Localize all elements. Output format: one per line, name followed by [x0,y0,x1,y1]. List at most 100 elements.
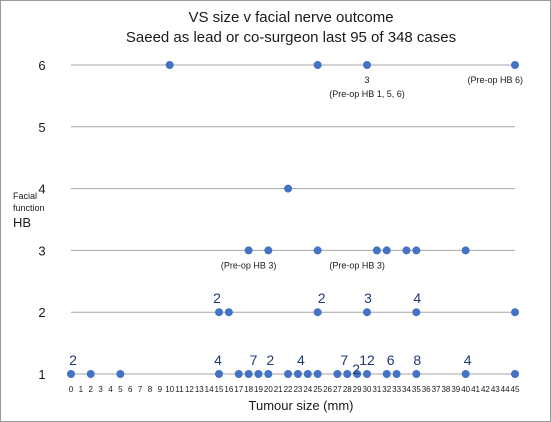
x-tick-label: 10 [165,385,174,394]
x-tick-label: 34 [402,385,411,394]
annotation-label: 8 [413,352,421,368]
x-tick-label: 36 [422,385,431,394]
data-point [363,370,371,378]
x-tick-label: 39 [451,385,460,394]
x-tick-label: 11 [175,385,184,394]
x-tick-label: 24 [303,385,312,394]
annotation-label: 4 [413,290,421,306]
data-point [224,308,233,317]
x-tick-label: 29 [353,385,362,394]
data-point [392,370,401,378]
x-tick-label: 8 [148,385,153,394]
data-point [234,370,243,378]
x-tick-label: 3 [98,385,103,394]
y-axis-label-line-2: function [13,203,45,213]
x-tick-label: 31 [372,385,381,394]
x-tick-label: 28 [343,385,352,394]
y-tick-label: 6 [38,58,45,73]
y-tick-label: 4 [38,182,45,197]
annotation-label: 6 [387,352,395,368]
x-tick-label: 30 [363,385,372,394]
x-tick-label: 43 [491,385,500,394]
y-axis-label: Facial function HB [13,191,45,230]
x-tick-labels: 0 1 2 3 4 5 6 7 8 9 10 11 12 13 14 15 16 17 18 19 20 21 22 23 24… [69,385,520,394]
x-tick-label: 44 [501,385,510,394]
x-tick-label: 4 [108,385,113,394]
annotation-label: 2 [318,290,326,306]
x-tick-label: 16 [224,385,233,394]
data-point [461,246,470,255]
annotation-label: (Pre-op HB 6) [468,75,524,85]
y-axis-label-line-3: HB [13,215,31,230]
x-tick-label: 25 [313,385,322,394]
data-point [116,370,125,378]
x-tick-label: 37 [432,385,441,394]
x-tick-label: 42 [481,385,490,394]
data-point [215,370,223,378]
x-tick-label: 14 [205,385,214,394]
annotation-label: (Pre-op HB 1, 5, 6) [329,89,405,99]
x-axis-label: Tumour size (mm) [249,398,354,413]
annotation-label: (Pre-op HB 3) [329,260,385,270]
x-tick-label: 27 [333,385,342,394]
annotation-label: 4 [214,352,222,368]
chart-subtitle: Saeed as lead or co-surgeon last 95 of 3… [126,29,456,46]
annotation-label: 4 [297,352,305,368]
data-point [511,308,519,317]
data-point [412,246,421,255]
data-points [67,61,519,378]
data-point [372,246,381,255]
x-tick-label: 20 [264,385,273,394]
annotation-label: 7 [250,352,258,368]
data-point [254,370,263,378]
x-tick-label: 7 [138,385,143,394]
data-point [412,308,421,317]
y-tick-label: 5 [38,120,45,135]
x-tick-label: 0 [69,385,74,394]
x-tick-label: 26 [323,385,332,394]
x-tick-label: 18 [244,385,253,394]
data-point [382,370,391,378]
y-tick-label: 2 [38,305,45,320]
annotation-label: 2 [69,352,77,368]
data-point [86,370,95,378]
annotation-label: 4 [464,352,472,368]
data-point [353,370,362,378]
annotation-label: 2 [266,352,274,368]
x-tick-label: 35 [412,385,421,394]
x-tick-label: 19 [254,385,263,394]
annotations: 3 (Pre-op HB 1, 5, 6) (Pre-op HB 6) (Pre-op… [69,75,523,377]
annotation-label: 2 [352,361,360,377]
chart-title: VS size v facial nerve outcome [188,9,393,26]
data-point [511,61,519,69]
x-tick-label: 15 [215,385,224,394]
x-tick-label: 38 [441,385,450,394]
data-point [382,246,391,255]
y-tick-labels: 1 2 3 4 5 6 [38,58,45,382]
x-tick-label: 6 [128,385,133,394]
data-point [264,370,273,378]
annotation-label: 3 [364,290,372,306]
data-point [303,370,312,378]
x-tick-label: 1 [79,385,84,394]
annotation-label: 3 [364,75,369,85]
annotation-label: 12 [359,352,375,368]
data-point [402,246,411,255]
gridlines [71,64,515,375]
data-point [215,308,223,317]
data-point [293,370,302,378]
data-point [67,370,75,378]
data-point [363,61,371,69]
annotation-label: (Pre-op HB 3) [221,260,277,270]
x-tick-label: 17 [234,385,243,394]
annotation-label: 2 [213,290,221,306]
x-tick-label: 23 [293,385,302,394]
x-tick-label: 40 [461,385,470,394]
x-tick-label: 21 [274,385,283,394]
x-tick-label: 33 [392,385,401,394]
annotation-label: 7 [340,352,348,368]
x-tick-label: 32 [382,385,391,394]
x-tick-label: 22 [284,385,293,394]
